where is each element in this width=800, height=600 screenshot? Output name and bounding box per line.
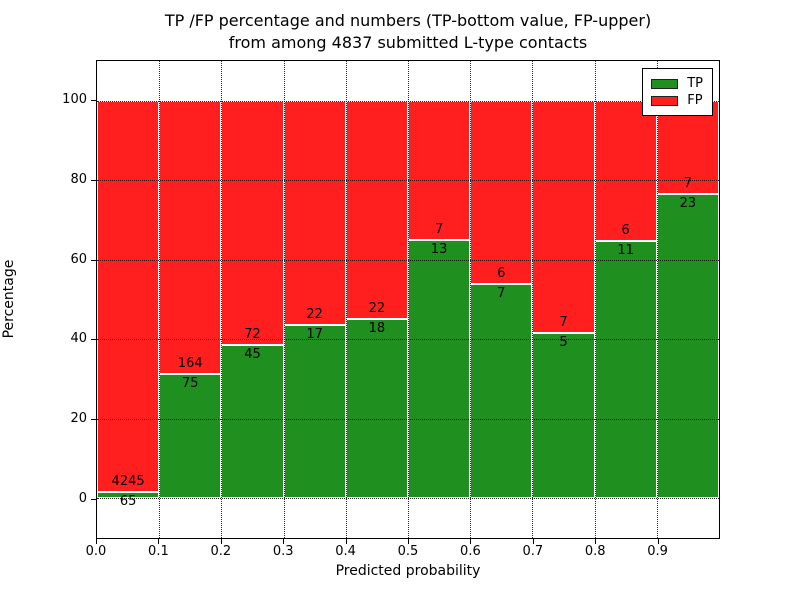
bar-segment-fp	[594, 100, 657, 242]
bar-value-label-fp: 4245	[111, 474, 145, 490]
bar-segment-fp	[470, 100, 533, 285]
bar-segment-tp	[221, 345, 284, 499]
bar-value-label-tp: 7	[497, 286, 506, 302]
gridline-vertical	[159, 61, 161, 538]
bar-segment-fp	[221, 100, 284, 346]
legend-row: TP	[651, 75, 703, 92]
gridline-vertical	[408, 61, 409, 538]
legend-label-tp: TP	[687, 75, 703, 91]
x-tick-label: 0.5	[397, 544, 419, 559]
x-tick-mark	[221, 539, 222, 544]
y-tick-label: 40	[70, 331, 87, 347]
gridline-vertical	[594, 61, 596, 538]
x-tick-mark	[346, 539, 347, 544]
gridline-vertical	[221, 61, 223, 538]
x-tick-mark	[96, 539, 97, 544]
bar-segment-tp	[159, 373, 222, 499]
bar-value-label-fp: 6	[497, 266, 506, 282]
bar-value-label-fp: 7	[683, 175, 693, 191]
y-tick-mark	[91, 260, 96, 261]
x-tick-label: 0.8	[584, 544, 606, 559]
y-tick-mark	[91, 100, 96, 101]
y-axis-label: Percentage	[1, 259, 17, 339]
bar-value-label-tp: 75	[182, 375, 199, 391]
legend-row: FP	[651, 92, 703, 109]
x-tick-label: 0.9	[647, 544, 668, 559]
x-tick-mark	[283, 539, 284, 544]
x-tick-mark	[595, 539, 596, 544]
x-tick-mark	[408, 539, 409, 544]
chart-title-line2: from among 4837 submitted L-type contact…	[228, 33, 588, 52]
legend: TP FP	[642, 68, 713, 116]
bar-segment-fp	[532, 100, 595, 333]
bar-segment-fp	[159, 100, 222, 374]
bar-value-label-fp: 22	[368, 301, 386, 317]
bar-value-label-fp: 7	[434, 221, 444, 237]
bar-segment-tp	[532, 332, 595, 499]
x-axis-label: Predicted probability	[335, 563, 481, 579]
x-tick-mark	[470, 539, 471, 544]
x-tick-mark	[158, 539, 159, 544]
bar-value-label-tp: 13	[430, 241, 448, 257]
bar-segment-fp	[283, 100, 346, 325]
y-tick-label: 60	[70, 251, 87, 267]
x-tick-label: 0.3	[272, 544, 294, 559]
y-tick-mark	[91, 499, 96, 500]
bar-segment-fp	[408, 100, 471, 240]
bar-value-label-tp: 18	[368, 321, 386, 337]
chart-title: TP /FP percentage and numbers (TP-bottom…	[96, 10, 720, 54]
y-tick-mark	[91, 419, 96, 420]
bar-segment-fp	[345, 100, 408, 320]
gridline-vertical	[656, 61, 658, 538]
bar-value-label-tp: 5	[559, 334, 568, 350]
y-tick-mark	[91, 180, 96, 181]
bar-value-label-fp: 22	[306, 306, 323, 322]
x-tick-label: 0.1	[148, 544, 169, 559]
legend-label-fp: FP	[687, 92, 703, 108]
x-tick-mark	[533, 539, 534, 544]
bar-value-label-tp: 17	[306, 326, 323, 342]
y-tick-label: 80	[70, 171, 87, 187]
bar-segment-fp	[97, 100, 160, 493]
legend-swatch-fp	[651, 95, 679, 106]
x-tick-label: 0.2	[210, 544, 232, 559]
bar-segment-fp	[656, 100, 719, 194]
bar-value-label-tp: 45	[244, 347, 261, 363]
x-tick-label: 0.7	[522, 544, 544, 559]
y-tick-mark	[91, 339, 96, 340]
y-tick-label: 20	[70, 411, 87, 427]
bar-segment-tp	[345, 319, 408, 499]
x-tick-label: 0.0	[85, 544, 107, 559]
y-tick-label: 100	[62, 91, 87, 107]
gridline-vertical	[532, 61, 534, 538]
gridline-vertical	[345, 61, 347, 538]
plot-canvas: 4245 65 164 75 72 45 22 17 22 18 7 13 6 7 7 5 6 11 7 23	[97, 61, 719, 538]
bar-value-label-tp: 23	[679, 195, 697, 211]
plot-area: 4245 65 164 75 72 45 22 17 22 18 7 13 6 7 7 5 6 11 7 23 TP F…	[96, 60, 720, 539]
bar-value-label-fp: 72	[244, 327, 261, 343]
bar-value-label-tp: 11	[617, 243, 634, 259]
y-tick-label: 0	[78, 491, 87, 507]
x-tick-label: 0.6	[460, 544, 481, 559]
bar-value-label-fp: 164	[177, 355, 203, 371]
chart-title-line1: TP /FP percentage and numbers (TP-bottom…	[164, 11, 652, 30]
bar-segment-tp	[470, 284, 533, 499]
bar-segment-tp	[97, 492, 160, 499]
gridline-vertical	[470, 61, 472, 538]
gridline-vertical	[283, 61, 285, 538]
bar-value-label-fp: 7	[559, 314, 568, 330]
bar-value-label-fp: 6	[621, 223, 630, 239]
x-tick-label: 0.4	[335, 544, 356, 559]
bar-segment-tp	[283, 325, 346, 499]
legend-swatch-tp	[651, 78, 679, 89]
bar-segment-tp	[408, 239, 471, 499]
bar-segment-tp	[656, 193, 719, 499]
x-tick-mark	[658, 539, 659, 544]
bar-segment-tp	[594, 241, 657, 499]
bar-value-label-tp: 65	[119, 494, 137, 510]
